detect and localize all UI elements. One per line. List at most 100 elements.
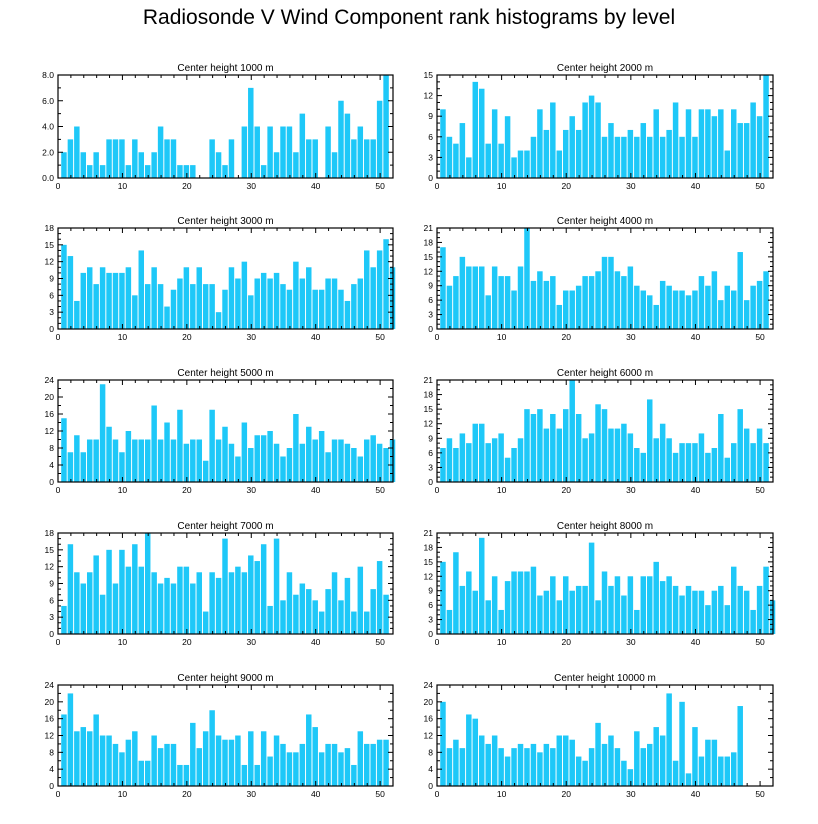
histogram-bar: [621, 760, 627, 786]
histogram-bar: [653, 109, 659, 178]
histogram-bar: [157, 439, 164, 482]
y-tick-label: 3: [49, 612, 54, 622]
histogram-bar: [164, 743, 170, 786]
histogram-bar: [608, 585, 614, 634]
histogram-bar: [459, 123, 466, 178]
histogram-bar: [125, 431, 132, 482]
x-tick-label: 10: [497, 332, 507, 342]
histogram-bar: [582, 760, 588, 786]
x-tick-label: 40: [311, 181, 321, 191]
x-tick-label: 0: [435, 485, 440, 495]
histogram-bar: [582, 276, 588, 329]
histogram-bar: [724, 150, 731, 178]
histogram-bar: [241, 261, 248, 329]
x-tick-label: 20: [561, 332, 571, 342]
histogram-bar: [634, 136, 640, 178]
histogram-bar: [466, 157, 472, 178]
histogram-bar: [170, 139, 177, 178]
histogram-bar: [705, 605, 711, 634]
x-tick-label: 0: [435, 637, 440, 647]
histogram-bar: [235, 278, 241, 329]
x-tick-label: 50: [755, 332, 765, 342]
x-tick-label: 30: [247, 637, 257, 647]
x-tick-label: 20: [561, 181, 571, 191]
histogram-bar: [705, 452, 711, 482]
histogram-bar: [440, 247, 446, 329]
x-tick-label: 10: [118, 637, 128, 647]
histogram-bar: [370, 589, 376, 634]
histogram-bar: [653, 727, 659, 786]
histogram-bar: [112, 439, 119, 482]
histogram-bar: [724, 605, 731, 634]
histogram-bar: [222, 538, 228, 634]
histogram-bar: [370, 267, 376, 329]
histogram-bar: [61, 244, 67, 329]
histogram-bar: [543, 280, 550, 329]
histogram-bar: [80, 452, 87, 482]
histogram-bar: [647, 576, 653, 634]
histogram-bar: [338, 100, 344, 178]
histogram-bar: [504, 276, 511, 329]
histogram-bar: [517, 266, 524, 329]
histogram-bar: [756, 428, 763, 482]
histogram-bar: [485, 743, 491, 786]
histogram-bar: [763, 75, 769, 178]
histogram-bar: [86, 731, 93, 786]
histogram-bar: [183, 566, 190, 634]
histogram-bar: [331, 572, 338, 634]
histogram-bar: [653, 304, 659, 329]
histogram-bar: [679, 595, 685, 634]
histogram-bar: [312, 289, 318, 329]
histogram-bar: [222, 289, 228, 329]
histogram-bar: [634, 731, 640, 786]
y-tick-label: 0: [428, 173, 433, 183]
y-tick-label: 8: [49, 443, 54, 453]
histogram-bar: [351, 139, 357, 178]
histogram-panel-10: Center height 10000 m 0 10 20 30 40 50 0 4 8 12 16 2…: [424, 673, 774, 799]
x-tick-label: 0: [56, 789, 61, 799]
histogram-bar: [491, 735, 498, 786]
histogram-bar: [306, 714, 312, 786]
histogram-bar: [273, 443, 280, 482]
histogram-bar: [376, 739, 383, 786]
histogram-bar: [634, 448, 640, 482]
histogram-bar: [338, 289, 344, 329]
histogram-bar: [485, 600, 491, 634]
histogram-bar: [61, 418, 67, 482]
histogram-bar: [370, 139, 376, 178]
x-tick-label: 10: [118, 789, 128, 799]
histogram-bar: [338, 600, 344, 634]
panel-title: Center height 1000 m: [177, 63, 273, 74]
histogram-bar: [209, 710, 215, 786]
histogram-bar: [286, 126, 293, 178]
histogram-bar: [280, 456, 286, 482]
y-tick-label: 0.0: [42, 173, 54, 183]
y-tick-label: 6: [428, 600, 433, 610]
histogram-bar: [364, 611, 370, 634]
histogram-bar: [93, 714, 99, 786]
y-tick-label: 20: [45, 392, 55, 402]
histogram-bar: [286, 448, 293, 482]
histogram-bar: [151, 572, 157, 634]
histogram-bar: [666, 438, 672, 482]
y-tick-label: 12: [45, 426, 55, 436]
histogram-bar: [80, 727, 87, 786]
histogram-bar: [351, 611, 357, 634]
histogram-bar: [659, 280, 666, 329]
histogram-bar: [138, 439, 145, 482]
histogram-bar: [672, 585, 679, 634]
histogram-bar: [357, 731, 364, 786]
histogram-bar: [537, 752, 543, 786]
histogram-bar: [370, 435, 376, 482]
histogram-bar: [132, 731, 138, 786]
histogram-bar: [640, 290, 647, 329]
histogram-bar: [614, 748, 621, 786]
histogram-bar: [472, 423, 479, 482]
histogram-bar: [260, 544, 267, 634]
histogram-bar: [93, 555, 99, 634]
histogram-bar: [196, 267, 202, 329]
histogram-bar: [563, 129, 569, 178]
histogram-bar: [491, 576, 498, 634]
histogram-bar: [74, 300, 80, 329]
histogram-bar: [718, 300, 724, 329]
